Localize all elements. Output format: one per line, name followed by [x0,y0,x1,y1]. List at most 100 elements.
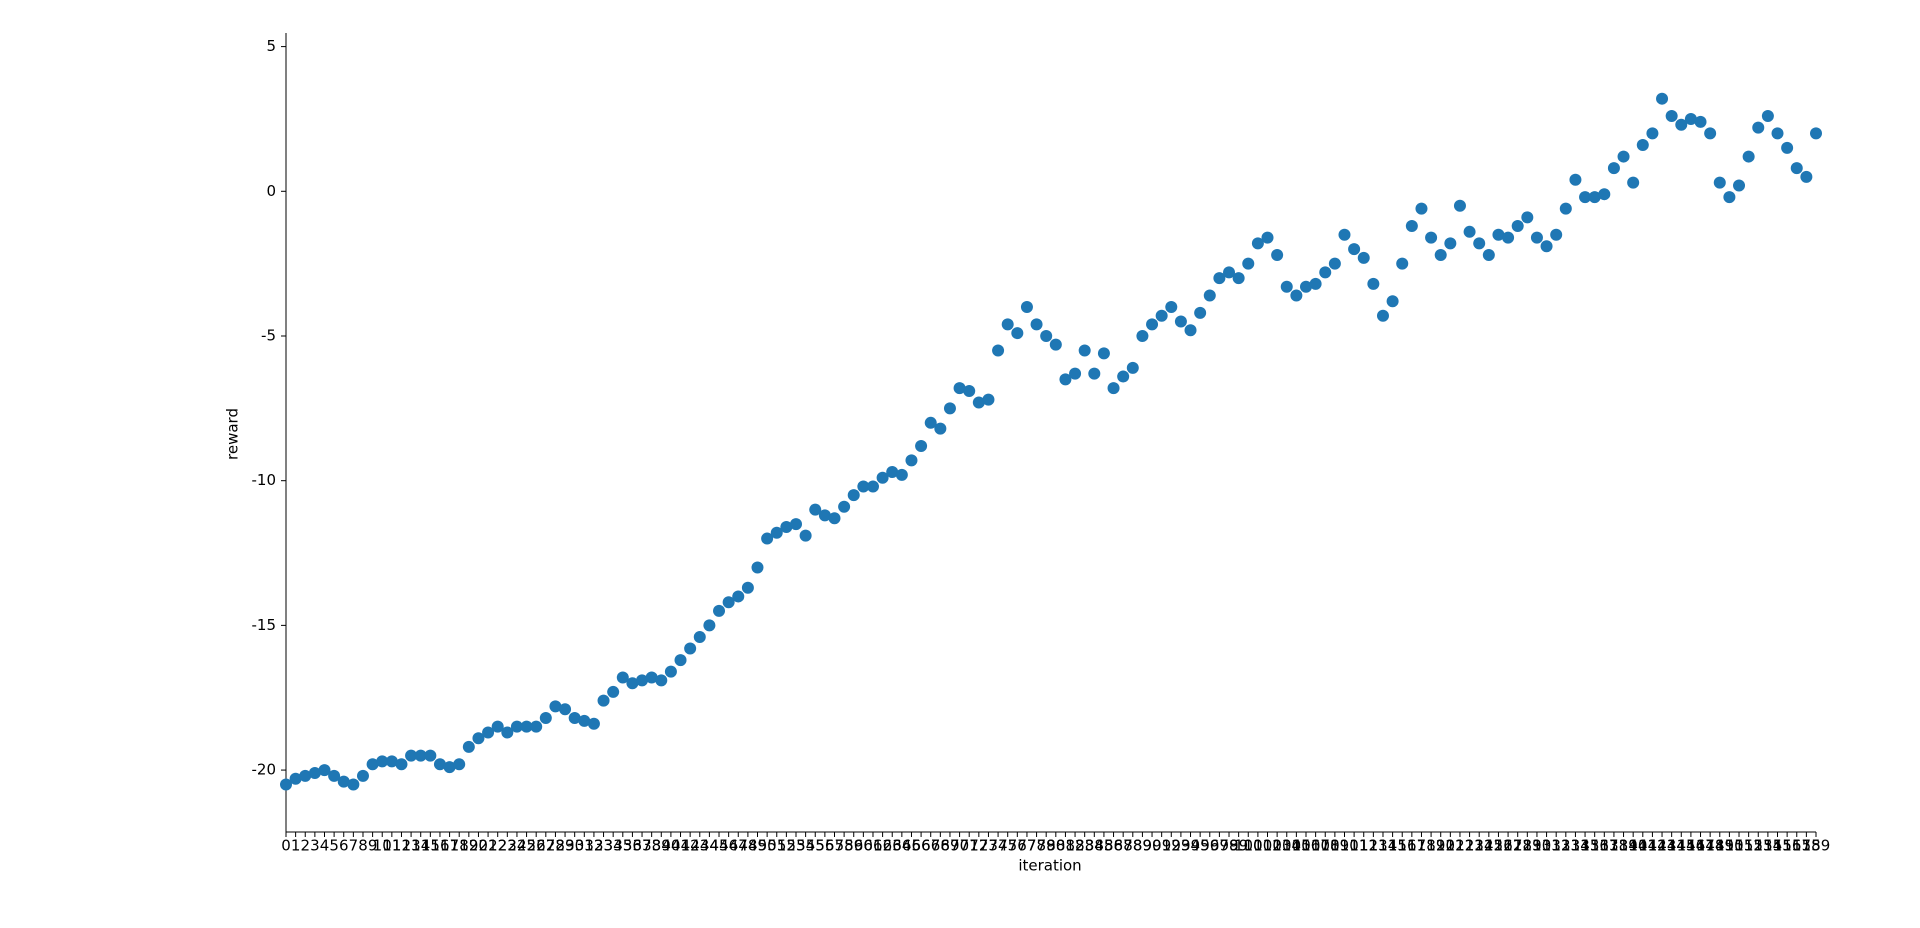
point [1348,243,1361,256]
x-tick-label: 63 [883,837,902,855]
x-tick-label: 64 [892,837,911,855]
point [905,454,918,467]
point [1030,318,1043,331]
point [722,596,735,609]
x-tick-label: 138 [1600,837,1629,855]
point [1300,280,1312,293]
point [664,665,677,678]
point [1290,289,1303,302]
point [1810,127,1822,140]
x-tick-label: 42 [681,837,700,855]
x-tick-label: 19 [459,837,478,855]
point [1415,202,1428,215]
x-tick-label: 56 [815,837,834,855]
x-tick-label: 149 [1705,837,1734,855]
point [1049,338,1062,351]
point [1502,231,1515,244]
x-tick-label: 89 [1133,837,1152,855]
x-tick-label: 90 [1142,837,1161,855]
x-axis-label: iteration [1018,857,1081,875]
x-tick-label: 28 [546,837,565,855]
point [1203,289,1216,302]
x-tick-label: 92 [1162,837,1181,855]
x-tick-label: 48 [738,837,757,855]
x-tick-label: 98 [1219,837,1238,855]
x-tick-label: 96 [1200,837,1219,855]
point [838,500,851,513]
point [992,344,1005,357]
point [972,396,985,409]
x-tick-label: 157 [1782,837,1811,855]
point [674,654,687,667]
point [1790,162,1803,175]
y-tick-label: 5 [266,37,276,55]
point [539,711,552,724]
x-tick-label: 76 [1008,837,1027,855]
x-tick-label: 109 [1321,837,1350,855]
point [1251,237,1264,250]
point [1617,150,1630,163]
point [857,480,870,493]
x-tick-label: 103 [1263,837,1292,855]
x-tick-label: 29 [556,837,575,855]
x-tick-label: 8 [358,837,368,855]
x-tick-label: 52 [777,837,796,855]
point [799,529,812,542]
x-tick-label: 120 [1426,837,1455,855]
x-tick-label: 16 [430,837,449,855]
x-tick-label: 123 [1455,837,1484,855]
x-tick-label: 82 [1066,837,1085,855]
x-tick-label: 58 [835,837,854,855]
point [1656,92,1669,105]
point [1636,138,1649,151]
x-tick-label: 59 [844,837,863,855]
point [1665,110,1678,123]
point [1579,191,1592,204]
x-tick-label: 78 [1027,837,1046,855]
point [1396,257,1409,270]
point [395,758,408,771]
point [405,749,418,762]
x-tick-label: 25 [517,837,536,855]
x-tick-label: 129 [1513,837,1542,855]
x-tick-label: 9 [368,837,378,855]
x-tick-label: 37 [632,837,651,855]
x-tick-label: 91 [1152,837,1171,855]
point [1280,280,1293,293]
x-tick-label: 21 [479,837,498,855]
point [520,720,533,733]
point [1328,257,1341,270]
point [433,758,446,771]
point [713,604,726,617]
point [385,755,398,768]
point [915,439,928,452]
x-tick-label: 39 [652,837,671,855]
point [1521,211,1534,224]
point [780,520,793,533]
point [1040,329,1053,342]
x-tick-label: 100 [1234,837,1263,855]
point [1444,237,1457,250]
x-tick-label: 131 [1532,837,1561,855]
x-tick-label: 111 [1340,837,1369,855]
x-tick-label: 153 [1744,837,1773,855]
x-tick-label: 106 [1292,837,1321,855]
x-tick-label: 113 [1359,837,1388,855]
x-tick-label: 104 [1272,837,1301,855]
x-tick-label: 7 [349,837,359,855]
point [1473,237,1486,250]
point [1733,179,1746,192]
x-tick-label: 99 [1229,837,1248,855]
point [1540,240,1553,253]
point [501,726,514,739]
x-tick-label: 81 [1056,837,1075,855]
x-tick-label: 155 [1763,837,1792,855]
x-tick-label: 38 [642,837,661,855]
x-tick-label: 57 [825,837,844,855]
point [1078,344,1091,357]
point [289,772,302,785]
point [1771,127,1784,140]
x-tick-label: 88 [1123,837,1142,855]
x-tick-label: 154 [1754,837,1783,855]
y-tick-label: -10 [252,471,277,489]
